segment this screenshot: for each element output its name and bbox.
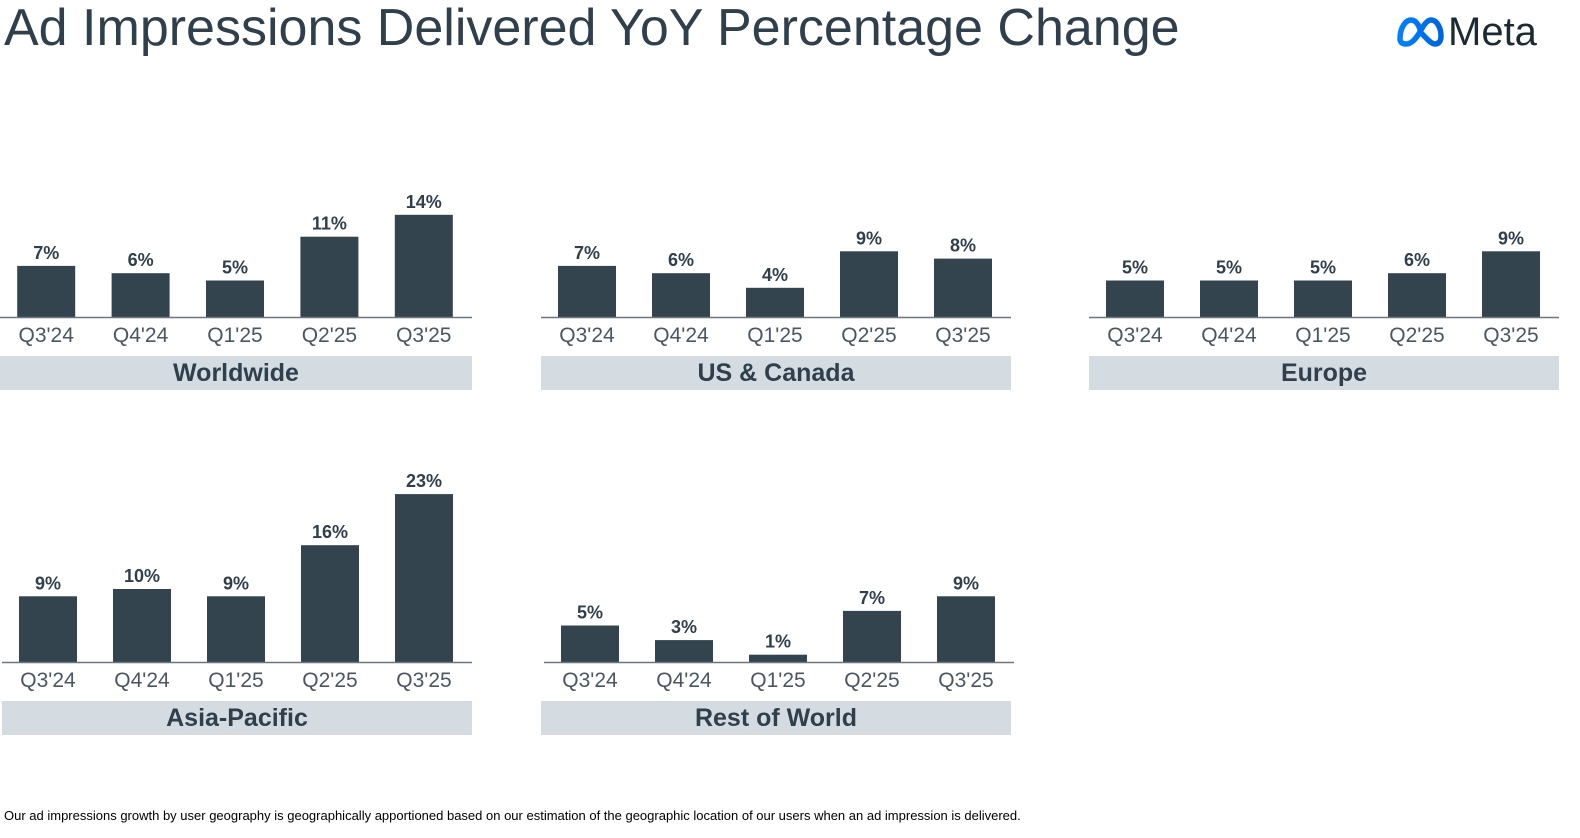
x-tick-label: Q1'25 — [1295, 324, 1350, 347]
footnote: Our ad impressions growth by user geogra… — [4, 808, 1021, 823]
data-label: 8% — [950, 236, 976, 256]
x-tick-label: Q1'25 — [208, 669, 263, 692]
chart-panel-worldwide: 7% Q3'24 6% Q4'24 5% Q1'25 11% Q2'25 14% Q3'25 Wo… — [0, 186, 472, 391]
bar — [1200, 280, 1258, 317]
bar — [301, 545, 359, 662]
data-label: 16% — [312, 522, 348, 542]
bar — [207, 596, 265, 662]
x-tick-label: Q3'24 — [1107, 324, 1163, 347]
data-label: 6% — [1404, 250, 1430, 270]
bar — [749, 654, 807, 662]
data-label: 9% — [223, 573, 249, 593]
data-label: 23% — [406, 471, 442, 491]
data-label: 1% — [765, 632, 791, 652]
page-title: Ad Impressions Delivered YoY Percentage … — [4, 0, 1180, 57]
chart-plot: 5% Q3'24 5% Q4'24 5% Q1'25 6% Q2'25 9% Q3'25 — [1089, 228, 1559, 347]
chart-caption: Asia-Pacific — [2, 701, 472, 735]
x-tick-label: Q4'24 — [1201, 324, 1257, 347]
bar — [1294, 280, 1352, 317]
bar — [394, 214, 453, 317]
x-tick-label: Q1'25 — [747, 324, 802, 347]
meta-infinity-icon — [1397, 17, 1444, 47]
data-label: 5% — [1122, 258, 1148, 278]
x-tick-label: Q2'25 — [841, 324, 896, 347]
x-tick-label: Q3'25 — [935, 324, 990, 347]
chart-plot: 7% Q3'24 6% Q4'24 4% Q1'25 9% Q2'25 8% Q3'25 — [541, 228, 1011, 347]
bar — [840, 251, 898, 317]
x-tick-label: Q4'24 — [653, 324, 709, 347]
x-tick-label: Q3'24 — [559, 324, 615, 347]
bar — [1482, 251, 1540, 317]
x-tick-label: Q2'25 — [302, 669, 357, 692]
data-label: 7% — [33, 243, 59, 263]
meta-logo: Meta — [1396, 10, 1537, 54]
chart-caption: Worldwide — [0, 356, 472, 390]
bar — [746, 287, 804, 317]
bar — [395, 494, 453, 662]
x-tick-label: Q3'24 — [19, 324, 75, 347]
chart-panel-asia-pacific: 9% Q3'24 10% Q4'24 9% Q1'25 16% Q2'25 23% Q3'25 A… — [2, 467, 472, 736]
x-tick-label: Q4'24 — [114, 669, 170, 692]
chart-panel-us-canada: 7% Q3'24 6% Q4'24 4% Q1'25 9% Q2'25 8% Q3'25 US &… — [541, 186, 1011, 391]
bar — [206, 280, 264, 317]
data-label: 10% — [124, 566, 160, 586]
data-label: 9% — [953, 573, 979, 593]
chart-caption: Europe — [1089, 356, 1559, 390]
bar — [300, 236, 359, 317]
data-label: 9% — [1498, 228, 1524, 248]
bar — [19, 596, 77, 662]
bar — [17, 265, 76, 317]
bar — [113, 589, 171, 662]
chart-caption: Rest of World — [541, 701, 1011, 735]
data-label: 9% — [856, 228, 882, 248]
bar — [1388, 273, 1446, 317]
x-tick-label: Q3'25 — [938, 669, 993, 692]
data-label: 5% — [1216, 258, 1242, 278]
chart-panel-rest-of-world: 5% Q3'24 3% Q4'24 1% Q1'25 7% Q2'25 9% Q3'25 Rest… — [541, 567, 1014, 736]
chart-plot: 9% Q3'24 10% Q4'24 9% Q1'25 16% Q2'25 23% Q3'25 — [2, 471, 472, 692]
x-tick-label: Q1'25 — [207, 324, 262, 347]
x-tick-label: Q2'25 — [1389, 324, 1444, 347]
chart-plot: 5% Q3'24 3% Q4'24 1% Q1'25 7% Q2'25 9% Q3'25 — [544, 573, 1014, 692]
x-tick-label: Q3'25 — [396, 324, 451, 347]
x-tick-label: Q3'24 — [20, 669, 76, 692]
bar — [934, 258, 992, 317]
data-label: 3% — [671, 617, 697, 637]
x-tick-label: Q2'25 — [302, 324, 357, 347]
data-label: 5% — [222, 258, 248, 278]
x-tick-label: Q4'24 — [113, 324, 169, 347]
data-label: 7% — [859, 588, 885, 608]
meta-wordmark: Meta — [1448, 10, 1537, 54]
x-tick-label: Q3'25 — [396, 669, 451, 692]
data-label: 5% — [1310, 258, 1336, 278]
bar — [1106, 280, 1164, 317]
data-label: 4% — [762, 265, 788, 285]
bar — [561, 625, 619, 662]
bar — [843, 610, 901, 662]
data-label: 11% — [312, 214, 347, 234]
bar — [111, 273, 170, 317]
x-tick-label: Q3'25 — [1483, 324, 1538, 347]
x-tick-label: Q1'25 — [750, 669, 805, 692]
x-tick-label: Q2'25 — [844, 669, 899, 692]
data-label: 7% — [574, 243, 600, 263]
chart-plot: 7% Q3'24 6% Q4'24 5% Q1'25 11% Q2'25 14% Q3'25 — [0, 192, 472, 347]
bar — [937, 596, 995, 662]
bar — [652, 273, 710, 317]
data-label: 14% — [406, 192, 442, 212]
data-label: 5% — [577, 603, 603, 623]
data-label: 6% — [128, 250, 154, 270]
data-label: 6% — [668, 250, 694, 270]
bar — [655, 640, 713, 662]
x-tick-label: Q4'24 — [656, 669, 712, 692]
data-label: 9% — [35, 573, 61, 593]
chart-caption: US & Canada — [541, 356, 1011, 390]
chart-panel-europe: 5% Q3'24 5% Q4'24 5% Q1'25 6% Q2'25 9% Q3'25 Euro… — [1089, 186, 1559, 391]
bar — [558, 265, 616, 317]
x-tick-label: Q3'24 — [562, 669, 618, 692]
